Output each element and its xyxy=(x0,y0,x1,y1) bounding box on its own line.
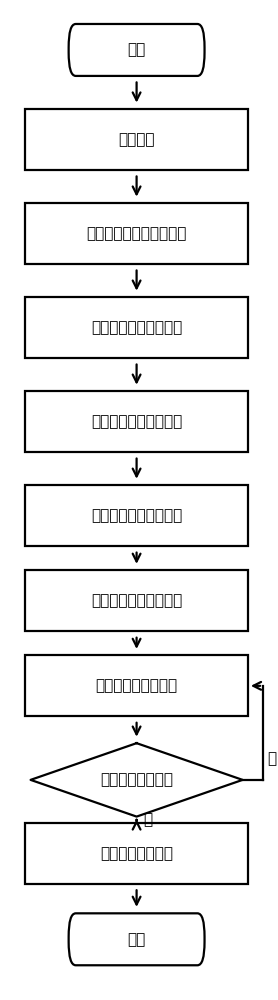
FancyBboxPatch shape xyxy=(25,570,248,631)
Text: 日前调度获得功率计划: 日前调度获得功率计划 xyxy=(91,414,182,429)
Text: 设置经济调度目标函数: 设置经济调度目标函数 xyxy=(91,320,182,335)
Text: 开始: 开始 xyxy=(128,42,146,57)
Text: 误差是否符合要求: 误差是否符合要求 xyxy=(100,772,173,787)
FancyBboxPatch shape xyxy=(25,109,248,170)
Text: 建立低压互联配电网模型: 建立低压互联配电网模型 xyxy=(86,226,187,241)
Text: 否: 否 xyxy=(267,751,276,766)
FancyBboxPatch shape xyxy=(69,24,205,76)
Text: 计算变流器功率指令: 计算变流器功率指令 xyxy=(96,678,178,693)
FancyBboxPatch shape xyxy=(25,297,248,358)
Polygon shape xyxy=(31,743,243,817)
Text: 实时调度应对负荷波动: 实时调度应对负荷波动 xyxy=(91,593,182,608)
FancyBboxPatch shape xyxy=(69,913,205,965)
Text: 输出实时功率指令: 输出实时功率指令 xyxy=(100,846,173,861)
FancyBboxPatch shape xyxy=(25,391,248,452)
Text: 结束: 结束 xyxy=(128,932,146,947)
Text: 是: 是 xyxy=(143,812,153,827)
FancyBboxPatch shape xyxy=(25,485,248,546)
Text: 日内调度修正功率计划: 日内调度修正功率计划 xyxy=(91,508,182,523)
FancyBboxPatch shape xyxy=(25,823,248,884)
Text: 输入数据: 输入数据 xyxy=(118,132,155,147)
FancyBboxPatch shape xyxy=(25,203,248,264)
FancyBboxPatch shape xyxy=(25,655,248,716)
